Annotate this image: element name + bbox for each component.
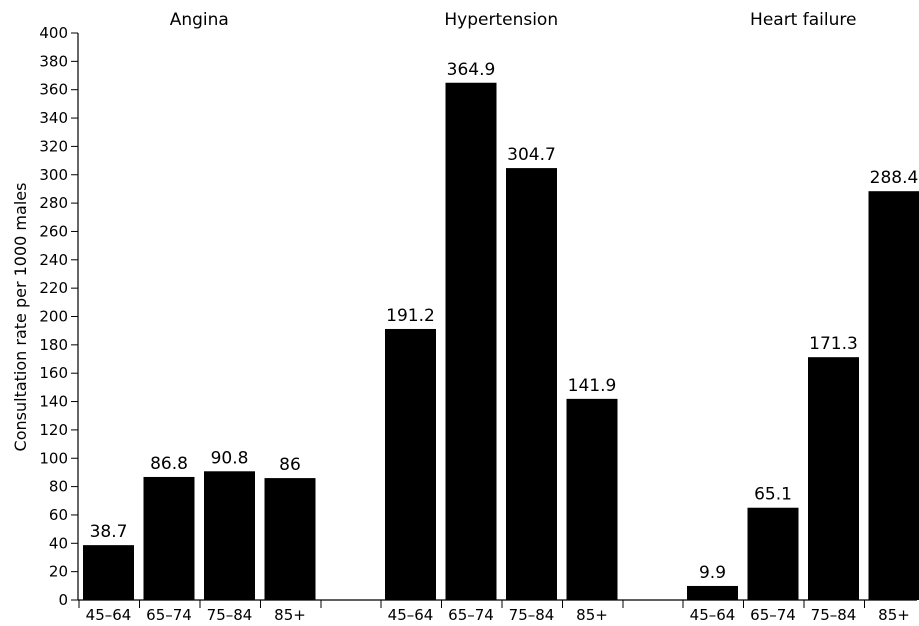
- category-label: 65–74: [146, 606, 192, 624]
- y-tick-label: 260: [39, 222, 68, 240]
- category-label: 65–74: [448, 606, 494, 624]
- y-tick-label: 380: [39, 52, 68, 70]
- y-tick-label: 0: [58, 591, 68, 609]
- y-tick-label: 100: [39, 449, 68, 467]
- bar: [264, 478, 316, 600]
- category-label: 45–64: [388, 606, 434, 624]
- y-axis-label: Consultation rate per 1000 males: [11, 183, 30, 452]
- y-tick-label: 40: [49, 534, 68, 552]
- y-tick-label: 80: [49, 478, 68, 496]
- data-label: 38.7: [90, 522, 128, 542]
- bar: [204, 471, 255, 600]
- bar: [385, 328, 436, 600]
- category-label: 75–84: [207, 606, 253, 624]
- data-label: 364.9: [447, 60, 496, 80]
- y-tick-label: 340: [39, 109, 68, 127]
- bar: [143, 476, 195, 600]
- bar: [747, 507, 799, 600]
- y-tick-label: 280: [39, 194, 68, 212]
- category-label: 65–74: [750, 606, 796, 624]
- y-tick-label: 400: [39, 24, 68, 42]
- bar: [83, 545, 134, 600]
- y-tick-label: 320: [39, 137, 68, 155]
- category-label: 85+: [576, 606, 608, 624]
- y-tick-label: 20: [49, 563, 68, 581]
- y-tick-label: 160: [39, 364, 68, 382]
- y-tick-label: 200: [39, 308, 68, 326]
- data-labels: 38.7 86.8 90.8 86 191.2 364.9 304.7 141.9 9.9 65.…: [90, 60, 919, 583]
- group-title: Heart failure: [750, 10, 856, 30]
- category-label: 85+: [274, 606, 306, 624]
- category-label: 85+: [878, 606, 910, 624]
- data-label: 304.7: [507, 145, 556, 165]
- group-title: Angina: [170, 10, 229, 30]
- data-label: 65.1: [754, 485, 792, 505]
- bar: [687, 585, 738, 600]
- data-label: 86.8: [150, 454, 188, 474]
- bar: [445, 82, 497, 600]
- y-tick-label: 300: [39, 166, 68, 184]
- y-tick-label: 120: [39, 421, 68, 439]
- y-tick-label: 180: [39, 336, 68, 354]
- y-tick-label: 240: [39, 251, 68, 269]
- bars: [83, 82, 919, 600]
- data-label: 9.9: [699, 563, 726, 583]
- y-tick-label: 140: [39, 393, 68, 411]
- bar: [808, 357, 859, 600]
- category-label: 45–64: [86, 606, 132, 624]
- data-label: 171.3: [809, 334, 858, 354]
- data-label: 90.8: [211, 448, 249, 468]
- data-label: 86: [279, 455, 301, 475]
- y-tick-label: 60: [49, 506, 68, 524]
- y-ticks: 0 20 40 60 80 100 120 140 160 180 200 220 240 260 280 3…: [39, 24, 78, 609]
- category-label: 75–84: [811, 606, 857, 624]
- bar: [506, 168, 557, 600]
- bar: [566, 398, 618, 600]
- data-label: 141.9: [568, 376, 617, 396]
- bar: [868, 191, 919, 600]
- y-tick-label: 360: [39, 81, 68, 99]
- category-label: 75–84: [509, 606, 555, 624]
- group-titles: Angina Hypertension Heart failure: [170, 10, 857, 30]
- data-label: 288.4: [870, 168, 919, 188]
- y-tick-label: 220: [39, 279, 68, 297]
- data-label: 191.2: [386, 306, 435, 326]
- group-title: Hypertension: [444, 10, 558, 30]
- category-labels: 45–64 65–74 75–84 85+ 45–64 65–74 75–84 85+ 45–6…: [86, 606, 910, 624]
- category-label: 45–64: [690, 606, 736, 624]
